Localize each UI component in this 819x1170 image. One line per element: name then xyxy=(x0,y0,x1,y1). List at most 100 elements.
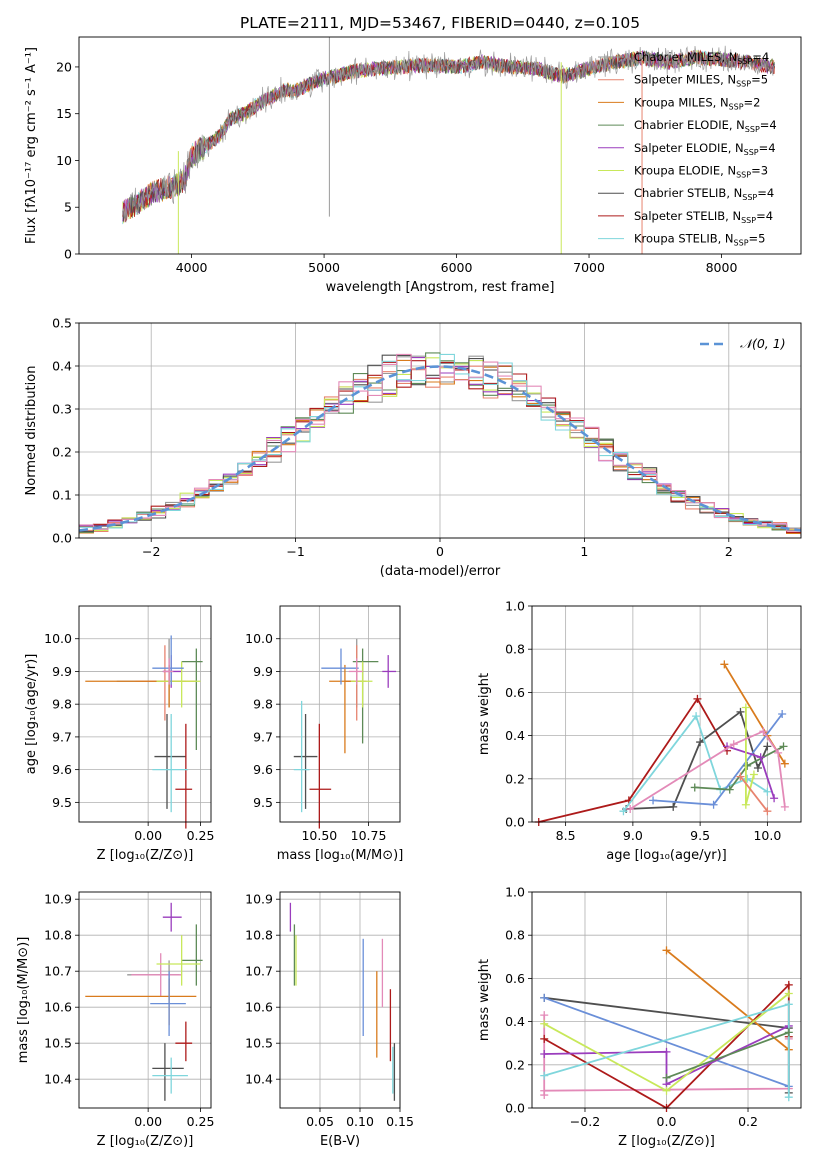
weight-marker-extra_blue xyxy=(649,796,658,805)
legend-entry: Salpeter MILES, NSSP=5 xyxy=(634,73,768,89)
weight-marker-salpeter_miles xyxy=(736,772,745,781)
weight-marker-extra_pink xyxy=(729,740,738,749)
x-tick-label: 0.00 xyxy=(134,1114,162,1129)
weight-marker-extra_pink xyxy=(780,802,789,811)
weight-marker-salpeter_elodie xyxy=(756,753,765,762)
y-axis-label: Flux [fλ10⁻¹⁷ erg cm⁻² s⁻¹ A⁻¹] xyxy=(24,47,39,244)
weight-marker-salpeter_stelib xyxy=(784,980,793,989)
y-tick-label: 0.8 xyxy=(505,642,525,657)
y-tick-label: 15 xyxy=(56,106,72,121)
y-tick-label: 20 xyxy=(56,59,72,74)
x-tick-label: 0.15 xyxy=(386,1114,414,1129)
y-tick-label: 0.2 xyxy=(505,771,525,786)
y-tick-label: 0.6 xyxy=(505,971,525,986)
weight-marker-extra_pink xyxy=(540,1011,549,1020)
weight-marker-kroupa_stelib xyxy=(784,1093,793,1102)
y-tick-label: 0.4 xyxy=(505,728,525,743)
y-tick-label: 10.6 xyxy=(44,1000,72,1015)
x-tick-label: 7000 xyxy=(573,260,605,275)
y-tick-label: 0.0 xyxy=(505,1101,525,1116)
weight-marker-chabrier_elodie xyxy=(662,1073,671,1082)
y-axis-label: mass weight xyxy=(477,959,492,1041)
x-axis-label: Z [log₁₀(Z/Z⊙)] xyxy=(618,1134,715,1149)
y-tick-label: 9.6 xyxy=(253,762,273,777)
legend-entry: Chabrier MILES, NSSP=4 xyxy=(634,50,769,66)
weight-marker-kroupa_elodie xyxy=(662,1086,671,1095)
x-axis-label: (data-model)/error xyxy=(380,564,501,579)
weight-line-kroupa_miles xyxy=(665,949,790,1051)
y-tick-label: 5 xyxy=(64,200,72,215)
weight-marker-kroupa_stelib xyxy=(763,787,772,796)
weight-marker-salpeter_stelib xyxy=(693,694,702,703)
weight-marker-chabrier_elodie xyxy=(779,742,788,751)
plot-frame xyxy=(78,36,802,255)
y-tick-label: 10.9 xyxy=(245,892,273,907)
weight-marker-extra_pink xyxy=(774,748,783,757)
weight-marker-chabrier_stelib xyxy=(736,707,745,716)
x-axis-label: wavelength [Angstrom, rest frame] xyxy=(326,280,555,295)
x-tick-label: 10.0 xyxy=(753,828,781,843)
y-tick-label: 0.5 xyxy=(52,316,72,331)
y-tick-label: 0.4 xyxy=(52,359,72,374)
normal-curve xyxy=(78,365,802,532)
age_vs_Z-panel: 0.00 0.25 9.5 9.6 9.7 9.8 9.9 10.0 Z [log₁₀(Z/Z⊙… xyxy=(24,605,215,863)
y-tick-label: 9.9 xyxy=(253,664,273,679)
y-tick-label: 0 xyxy=(64,247,72,262)
weight-line-salpeter_stelib xyxy=(538,697,728,823)
plot-frame xyxy=(78,322,802,539)
y-tick-label: 10.8 xyxy=(44,928,72,943)
y-tick-label: 9.7 xyxy=(253,729,273,744)
y-axis-label: mass [log₁₀(M/M⊙)] xyxy=(16,937,31,1064)
x-tick-label: 0.25 xyxy=(187,1114,215,1129)
y-tick-label: 10.5 xyxy=(245,1036,273,1051)
weight-marker-chabrier_stelib xyxy=(753,764,762,772)
x-tick-label: 0.05 xyxy=(306,1114,334,1129)
y-axis-label: Normed distribution xyxy=(24,366,39,496)
weight-marker-salpeter_elodie xyxy=(662,1047,671,1056)
y-tick-label: 0.2 xyxy=(52,445,72,460)
y-tick-label: 0.2 xyxy=(505,1057,525,1072)
y-tick-label: 10.7 xyxy=(44,964,72,979)
y-tick-label: 10.0 xyxy=(44,631,72,646)
weight-line-salpeter_miles xyxy=(739,776,769,812)
y-tick-label: 0.1 xyxy=(52,488,72,503)
spectrum-panel: 4000 5000 6000 7000 8000 0 5 10 15 20 wavelength [… xyxy=(24,36,802,295)
weight-marker-chabrier_elodie xyxy=(784,1028,793,1037)
x-axis-label: E(B-V) xyxy=(320,1134,360,1149)
weight-marker-chabrier_stelib xyxy=(696,738,705,747)
plot-frame xyxy=(279,605,401,823)
x-tick-label: 0.25 xyxy=(187,828,215,843)
legend-entry: Salpeter ELODIE, NSSP=4 xyxy=(634,141,776,157)
x-tick-label: −2 xyxy=(142,544,160,559)
y-tick-label: 0.0 xyxy=(505,815,525,830)
y-axis-label: age [log₁₀(age/yr)] xyxy=(24,654,39,775)
weight-marker-kroupa_stelib xyxy=(743,774,752,783)
y-tick-label: 9.5 xyxy=(52,795,72,810)
x-tick-label: 0.2 xyxy=(738,1114,758,1129)
weight_vs_Z-panel: −0.2 0.0 0.2 0.0 0.2 0.4 0.6 0.8 1.0 Z [log₁₀(Z/Z… xyxy=(477,885,802,1149)
weight-marker-kroupa_stelib xyxy=(692,712,701,721)
residual_hist-panel: −2 −1 0 1 2 0.0 0.1 0.2 0.3 0.4 0.5 (data-model)/er… xyxy=(24,316,802,579)
spectrum-line-chabrier_stelib xyxy=(122,50,775,222)
y-tick-label: 10 xyxy=(56,153,72,168)
x-tick-label: −1 xyxy=(286,544,304,559)
y-tick-label: 9.8 xyxy=(52,697,72,712)
weight-marker-extra_pink xyxy=(626,805,635,814)
weight-marker-kroupa_stelib xyxy=(619,807,628,816)
legend-entry-normal: 𝒩(0, 1) xyxy=(740,336,786,351)
x-axis-label: Z [log₁₀(Z/Z⊙)] xyxy=(97,848,194,863)
y-tick-label: 10.6 xyxy=(245,1000,273,1015)
y-axis-label: mass weight xyxy=(477,673,492,755)
y-tick-label: 10.4 xyxy=(44,1072,72,1087)
x-tick-label: 0 xyxy=(436,544,444,559)
y-tick-label: 0.3 xyxy=(52,402,72,417)
spectrum-line-chabrier_miles xyxy=(122,45,775,223)
x-tick-label: 10.50 xyxy=(301,828,337,843)
x-tick-label: −0.2 xyxy=(570,1114,600,1129)
x-tick-label: 9.0 xyxy=(623,828,643,843)
legend-entry: Kroupa MILES, NSSP=2 xyxy=(634,95,760,111)
weight-line-extra_blue xyxy=(543,996,790,1088)
x-axis-label: mass [log₁₀(M/M⊙)] xyxy=(277,848,404,863)
x-tick-label: 9.5 xyxy=(690,828,710,843)
